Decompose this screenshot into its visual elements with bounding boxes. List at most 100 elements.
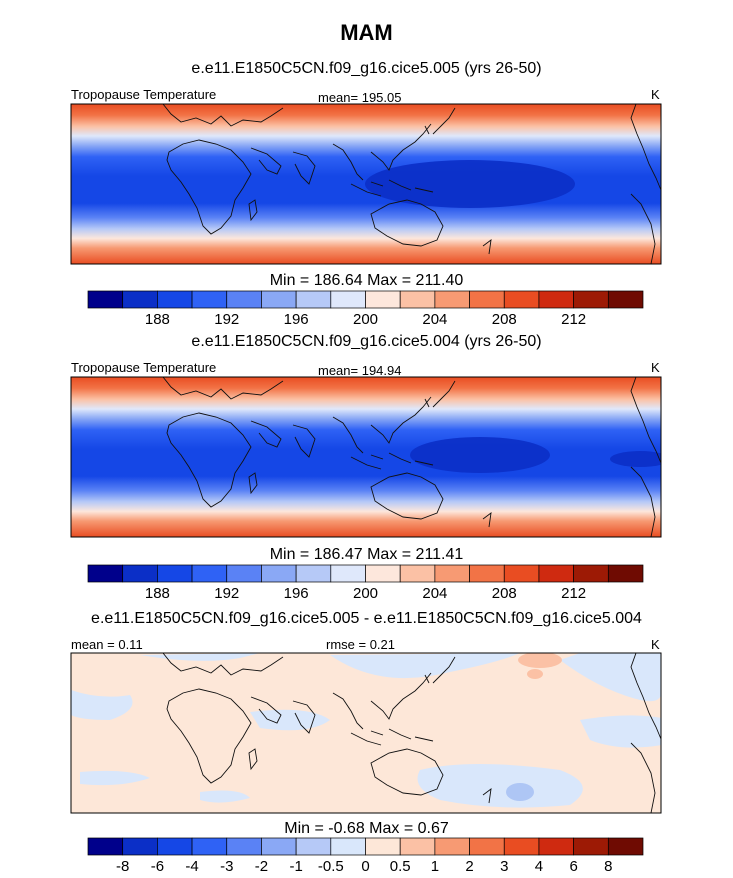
panel1-stats: Min = 186.64 Max = 211.40	[269, 272, 464, 289]
colorbar-tick-label: -4	[185, 858, 198, 875]
colorbar-tick-label: -1	[289, 858, 302, 875]
panel2-units-label: K	[651, 360, 660, 375]
coastline	[248, 472, 258, 495]
coastline	[424, 107, 456, 135]
colorbar-swatch	[365, 837, 401, 856]
coastline	[630, 653, 661, 813]
colorbar-swatch	[261, 837, 297, 856]
colorbar-tick-label: -3	[220, 858, 233, 875]
panel2-subtitle: e.e11.E1850C5CN.f09_g16.cice5.004 (yrs 2…	[191, 333, 542, 350]
coastline	[166, 412, 252, 508]
colorbar-swatch	[538, 837, 574, 856]
coastline	[630, 377, 661, 537]
colorbar-tick-label: 0	[361, 858, 369, 875]
colorbar-swatch	[191, 837, 228, 856]
colorbar-tick-label: -6	[151, 858, 164, 875]
colorbar-tick-label: -2	[255, 858, 268, 875]
coastline	[166, 139, 252, 235]
panel3-subtitle: e.e11.E1850C5CN.f09_g16.cice5.005 - e.e1…	[91, 610, 642, 627]
coastline	[250, 420, 316, 458]
coastline	[482, 511, 492, 528]
colorbar-swatch	[503, 564, 540, 583]
colorbar-swatch	[399, 564, 436, 583]
colorbar-tick-label: 196	[284, 585, 309, 602]
colorbar-swatch	[157, 564, 193, 583]
coastline	[248, 199, 258, 222]
colorbar-tick-label: 212	[561, 585, 586, 602]
panel1-frame	[70, 103, 662, 265]
colorbar-tick-label: 3	[500, 858, 508, 875]
colorbar-swatch	[607, 564, 644, 583]
colorbar-swatch	[157, 837, 193, 856]
coastline	[250, 147, 316, 185]
panel3-neg-patch	[250, 709, 330, 731]
colorbar-swatch	[573, 290, 609, 309]
panel3-neg-patch	[580, 715, 661, 748]
colorbar-tick-label: 196	[284, 311, 309, 328]
colorbar-tick-label: 204	[422, 585, 447, 602]
coastline	[370, 748, 444, 796]
panel3-neg-patch	[330, 653, 520, 679]
colorbar-swatch	[365, 564, 401, 583]
panel1-left-label: Tropopause Temperature	[71, 87, 217, 102]
colorbar-swatch	[573, 837, 609, 856]
coastline	[424, 380, 456, 408]
panel3-neg-patch	[560, 653, 661, 702]
colorbar-swatch	[503, 290, 540, 309]
panel3-neg-patch	[417, 764, 583, 808]
colorbar-swatch	[295, 837, 332, 856]
colorbar-swatch	[607, 837, 644, 856]
panel3-colorbar: -8 -6 -4 -3 -2 -1 -0.5 0 0.5 1 2 3 4 6 8	[87, 837, 644, 875]
colorbar-swatch	[469, 564, 505, 583]
coastline	[250, 696, 316, 734]
colorbar-tick-label: 200	[353, 585, 378, 602]
colorbar-swatch	[87, 564, 124, 583]
panel2-field	[71, 377, 661, 537]
coastline	[248, 748, 258, 771]
panel3-neg-patch	[140, 653, 260, 661]
panel3-stats: Min = -0.68 Max = 0.67	[284, 820, 449, 837]
colorbar-swatch	[226, 564, 262, 583]
colorbar-swatch	[434, 837, 470, 856]
coastline	[162, 377, 284, 400]
coastline	[370, 199, 444, 247]
colorbar-tick-label: 208	[492, 585, 517, 602]
colorbar-swatch	[295, 564, 332, 583]
coastline	[162, 653, 284, 676]
coastline	[350, 452, 434, 470]
panel1-cold-pool	[365, 160, 575, 208]
panel1-subtitle: e.e11.E1850C5CN.f09_g16.cice5.005 (yrs 2…	[191, 60, 542, 77]
colorbar-swatch	[191, 564, 228, 583]
colorbar-tick-label: 4	[535, 858, 543, 875]
coastline	[332, 672, 432, 730]
colorbar-swatch	[469, 290, 505, 309]
colorbar-tick-label: 192	[214, 585, 239, 602]
panel2-left-label: Tropopause Temperature	[71, 360, 217, 375]
panel3-neg-core	[506, 783, 534, 801]
panel2-stats: Min = 186.47 Max = 211.41	[269, 546, 464, 563]
colorbar-tick-label: 208	[492, 311, 517, 328]
coastline	[350, 179, 434, 197]
panel3-mean-label: mean = 0.11	[71, 637, 143, 652]
coastline	[630, 104, 661, 264]
colorbar-swatch	[330, 837, 366, 856]
panel1-mean-label: mean= 195.05	[318, 90, 402, 105]
colorbar-swatch	[434, 290, 470, 309]
colorbar-swatch	[399, 290, 436, 309]
colorbar-swatch	[122, 837, 158, 856]
colorbar-tick-label: 2	[465, 858, 473, 875]
figure-title: MAM	[340, 20, 393, 45]
panel3-pos-core	[518, 653, 562, 668]
colorbar-swatch	[330, 290, 366, 309]
colorbar-tick-label: 192	[214, 311, 239, 328]
colorbar-swatch	[122, 290, 158, 309]
colorbar-swatch	[573, 564, 609, 583]
panel1-colorbar: 188 192 196 200 204 208 212	[87, 290, 644, 328]
coastline	[350, 728, 434, 746]
panel2-mean-label: mean= 194.94	[318, 363, 402, 378]
colorbar-swatch	[191, 290, 228, 309]
panel3-pos-core	[527, 669, 543, 679]
panel3-neg-patch	[80, 770, 150, 786]
colorbar-swatch	[261, 564, 297, 583]
